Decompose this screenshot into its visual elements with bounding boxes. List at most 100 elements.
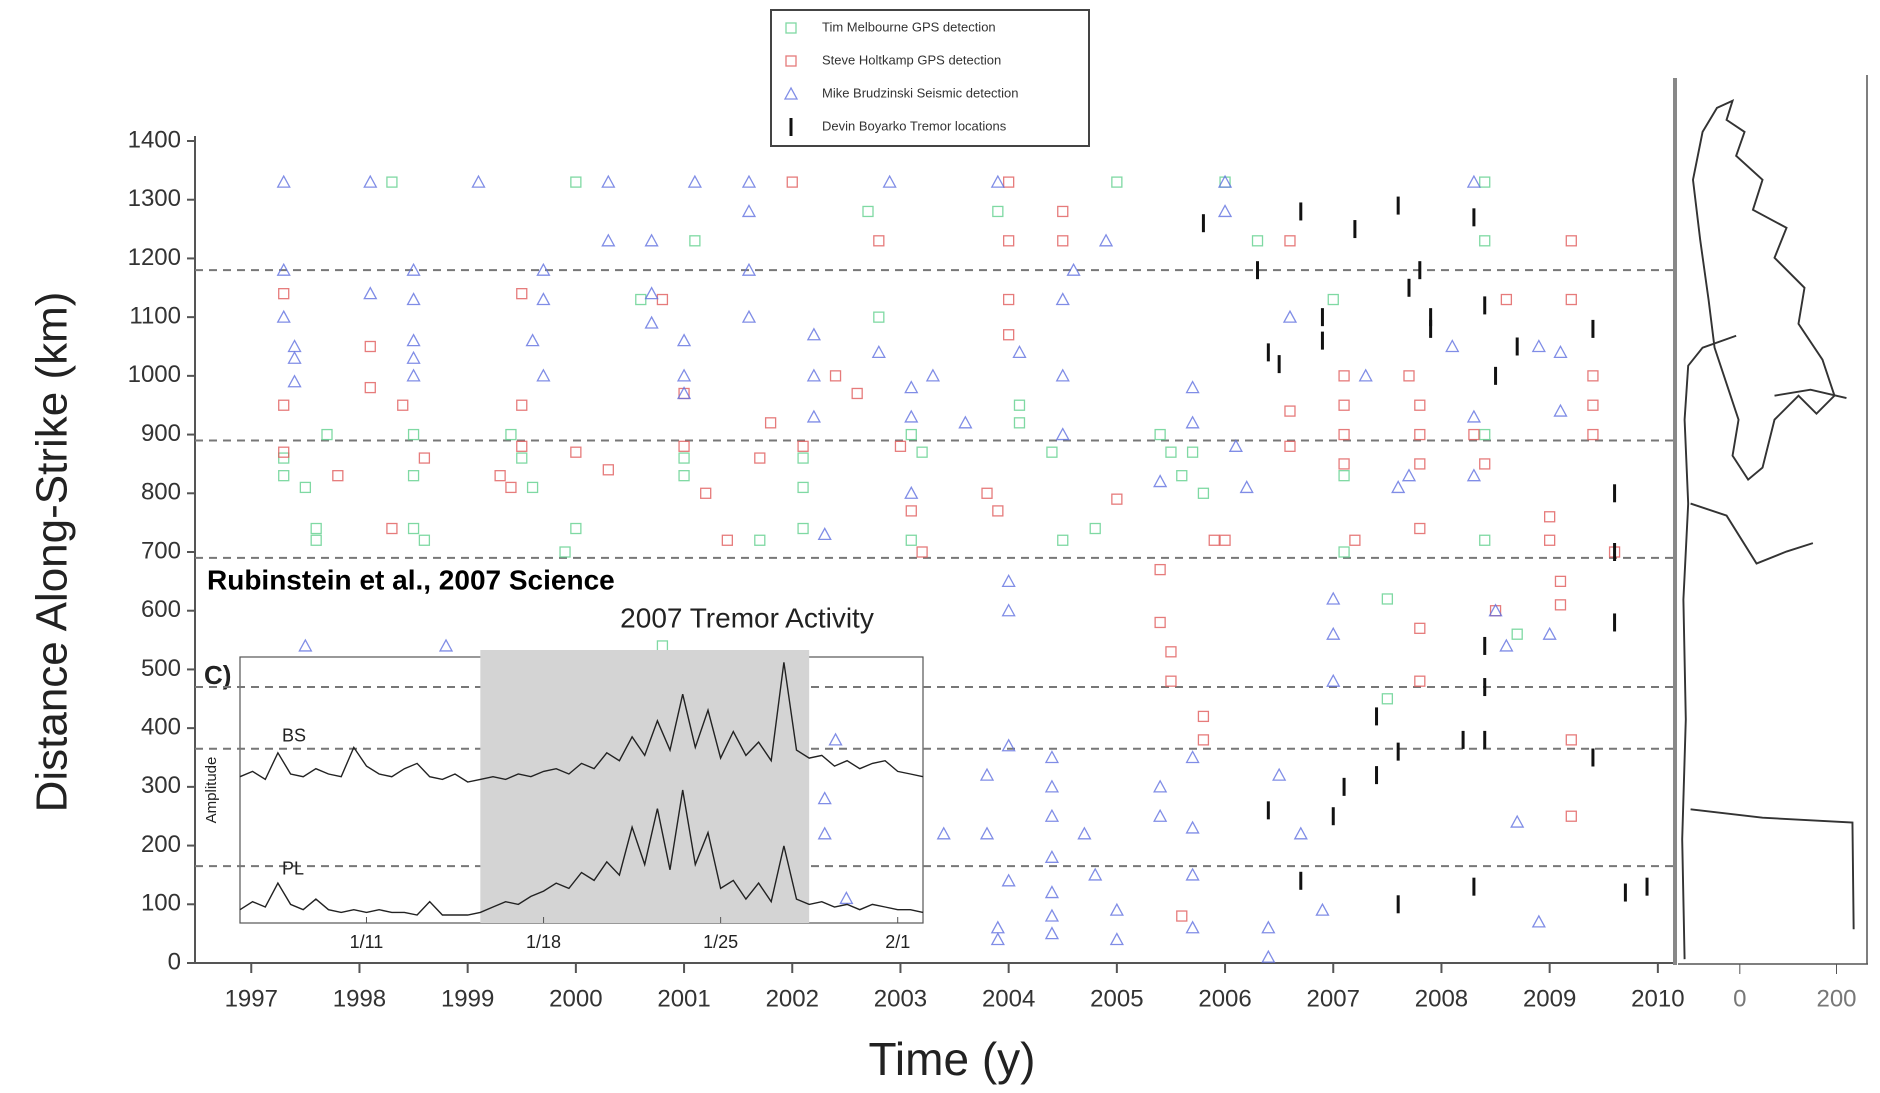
y-tick-label: 400 <box>141 713 181 740</box>
legend-box <box>770 9 1090 147</box>
data-point <box>806 409 821 423</box>
x-tick-label: 200 <box>1816 985 1856 1012</box>
data-point <box>1282 309 1298 323</box>
data-point <box>904 380 919 394</box>
data-point <box>916 546 928 558</box>
data-point <box>1479 235 1491 247</box>
data-point <box>644 233 659 247</box>
data-point <box>1414 622 1426 634</box>
data-point <box>925 368 941 382</box>
legend-marker <box>785 55 797 67</box>
y-tick-label: 300 <box>141 772 181 799</box>
data-point <box>536 262 551 276</box>
data-point <box>981 487 993 499</box>
data-point <box>1326 673 1341 687</box>
data-point <box>1185 867 1200 881</box>
data-point <box>936 826 951 840</box>
data-point <box>1003 293 1015 306</box>
x-tick-label: 1997 <box>225 985 278 1012</box>
data-point <box>700 487 712 499</box>
data-point <box>278 399 290 411</box>
data-point <box>873 235 885 247</box>
data-point <box>1511 628 1523 640</box>
shaded-span <box>480 650 810 923</box>
data-point <box>1468 428 1480 441</box>
data-point <box>298 638 313 652</box>
data-point <box>1327 293 1339 306</box>
data-point <box>797 452 809 464</box>
data-point <box>904 409 919 423</box>
data-point <box>817 791 832 805</box>
data-point <box>1261 949 1276 963</box>
data-point <box>1057 205 1069 218</box>
data-point <box>332 470 344 482</box>
data-point <box>1326 626 1341 640</box>
x-tick-label: 2005 <box>1090 985 1143 1012</box>
data-point <box>1587 370 1599 382</box>
data-point <box>1185 920 1200 934</box>
data-point <box>676 386 692 400</box>
data-point <box>278 470 290 482</box>
data-point <box>364 340 376 353</box>
data-point <box>1466 174 1482 188</box>
y-axis-label: Distance Along-Strike (km) <box>28 292 77 813</box>
data-point <box>656 293 669 306</box>
data-point <box>754 534 766 546</box>
legend-label: Mike Brudzinski Seismic detection <box>822 85 1019 100</box>
data-point <box>1208 534 1220 546</box>
data-point <box>1381 693 1394 705</box>
data-point <box>505 481 517 494</box>
data-point <box>1109 932 1124 946</box>
data-point <box>741 174 757 188</box>
y-tick-label: 1000 <box>128 361 181 388</box>
legend-label: Tim Melbourne GPS detection <box>822 19 996 34</box>
data-point <box>418 452 431 464</box>
legend-marker <box>783 86 799 100</box>
data-point <box>1338 546 1350 558</box>
data-point <box>1338 399 1350 411</box>
data-point <box>1217 204 1233 218</box>
data-point <box>1261 920 1276 934</box>
data-point <box>1239 480 1254 494</box>
data-point <box>1315 902 1330 916</box>
data-point <box>406 368 421 382</box>
data-point <box>1228 438 1243 452</box>
data-point <box>1109 902 1124 916</box>
data-point <box>797 522 809 535</box>
data-point <box>851 387 863 400</box>
data-point <box>916 446 928 458</box>
data-point <box>829 370 842 382</box>
data-point <box>1565 734 1577 746</box>
x-tick-label: 2004 <box>982 985 1035 1012</box>
data-point <box>310 522 322 535</box>
data-point <box>1219 534 1231 546</box>
data-point <box>1338 428 1350 441</box>
data-point <box>276 174 291 188</box>
data-point <box>979 767 995 781</box>
data-point <box>678 452 690 464</box>
x-tick-label: 0 <box>1733 985 1746 1012</box>
data-point <box>741 262 757 276</box>
data-point <box>1544 511 1556 523</box>
data-point <box>687 174 702 188</box>
data-point <box>1587 399 1599 411</box>
data-point <box>1165 446 1177 458</box>
data-point <box>1044 908 1060 922</box>
legend-label: Steve Holtkamp GPS detection <box>822 52 1001 67</box>
data-point <box>992 505 1004 517</box>
data-point <box>1055 292 1070 306</box>
inset-title: 2007 Tremor Activity <box>620 602 874 633</box>
coastline-map <box>1681 98 1855 960</box>
data-point <box>1185 820 1200 834</box>
data-point <box>904 485 919 499</box>
data-point <box>1391 480 1406 494</box>
data-point <box>1165 646 1177 658</box>
data-point <box>1044 926 1060 940</box>
data-point <box>1554 599 1567 611</box>
data-point <box>1003 235 1015 247</box>
series-label: BS <box>282 725 306 745</box>
data-point <box>1153 808 1168 822</box>
data-point <box>1565 293 1577 306</box>
x-tick-label: 2010 <box>1631 985 1684 1012</box>
data-point <box>1587 428 1599 441</box>
